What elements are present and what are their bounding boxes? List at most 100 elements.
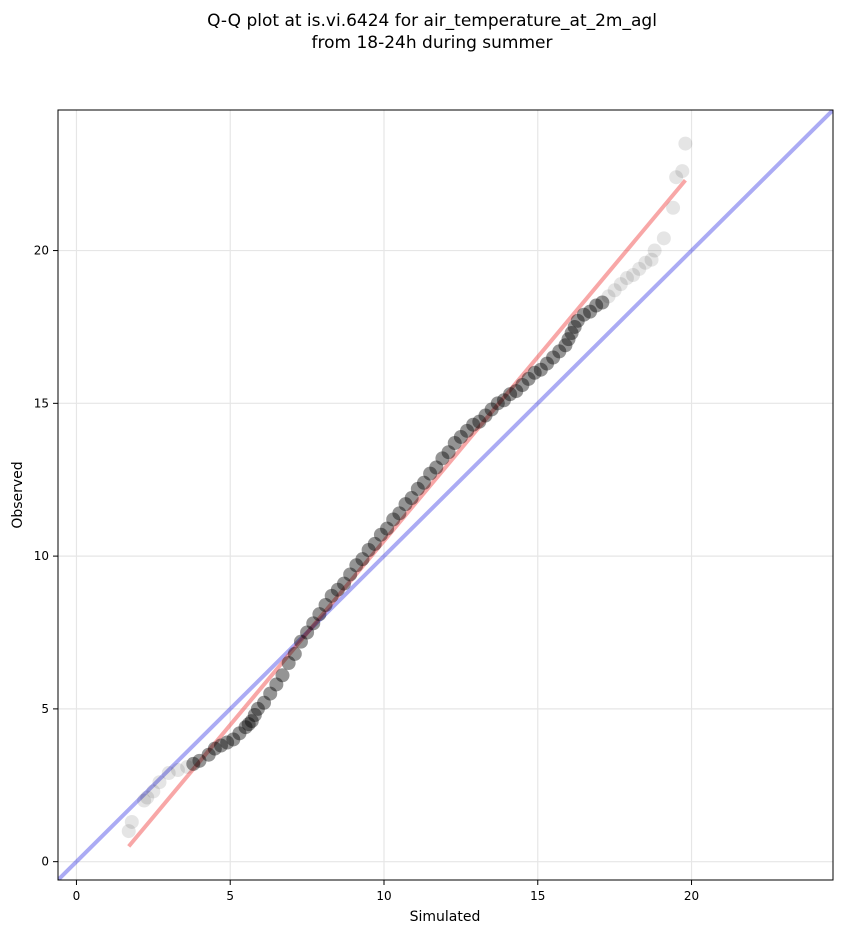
data-point-61 [496, 393, 511, 408]
data-point-93 [678, 136, 693, 151]
data-point-66 [527, 365, 542, 380]
data-point-81 [607, 283, 622, 298]
data-point-90 [666, 200, 681, 215]
data-point-26 [281, 656, 296, 671]
data-point-52 [441, 445, 456, 460]
data-point-76 [576, 307, 591, 322]
data-point-14 [220, 735, 235, 750]
x-tick-label-4: 20 [684, 889, 699, 903]
y-axis-label: Observed [10, 461, 26, 528]
data-point-1 [124, 814, 139, 829]
data-point-88 [647, 243, 662, 258]
data-point-92 [675, 164, 690, 179]
y-tick-label-3: 15 [34, 396, 49, 410]
y-tick-label-4: 20 [34, 244, 49, 258]
data-point-17 [238, 720, 253, 735]
data-point-21 [250, 701, 265, 716]
data-point-10 [192, 753, 207, 768]
data-point-23 [263, 686, 278, 701]
data-point-22 [257, 695, 272, 710]
data-point-77 [583, 304, 598, 319]
data-point-25 [275, 668, 290, 683]
data-point-40 [367, 536, 382, 551]
data-point-85 [632, 261, 647, 276]
chart-title-line-1: Q-Q plot at is.vi.6424 for air_temperatu… [207, 11, 657, 31]
data-point-65 [521, 371, 536, 386]
data-point-68 [539, 356, 554, 371]
data-point-47 [410, 481, 425, 496]
data-point-74 [567, 319, 582, 334]
chart-title-line-2: from 18-24h during summer [312, 33, 553, 53]
data-point-58 [478, 408, 493, 423]
data-point-82 [613, 277, 628, 292]
x-tick-label-2: 10 [376, 889, 391, 903]
data-point-9 [186, 756, 201, 771]
data-point-75 [570, 313, 585, 328]
data-point-33 [324, 588, 339, 603]
data-point-59 [484, 402, 499, 417]
data-point-69 [546, 350, 561, 365]
y-tick-label-1: 5 [41, 702, 49, 716]
y-axis-ticks: 0 5 10 15 20 [34, 244, 58, 869]
data-point-34 [330, 582, 345, 597]
data-point-6 [161, 766, 176, 781]
data-point-19 [244, 714, 259, 729]
data-point-80 [601, 289, 616, 304]
data-point-32 [318, 598, 333, 612]
data-point-37 [349, 558, 364, 573]
data-point-57 [472, 414, 487, 429]
data-point-48 [416, 475, 431, 490]
data-point-84 [626, 268, 641, 282]
data-point-62 [503, 387, 518, 402]
data-point-18 [241, 717, 256, 732]
data-point-86 [638, 255, 653, 270]
data-point-55 [460, 423, 475, 438]
data-point-79 [595, 295, 610, 310]
data-point-53 [447, 436, 462, 451]
data-point-2 [137, 793, 152, 808]
data-point-12 [207, 741, 222, 756]
identity-line [58, 110, 833, 880]
data-point-46 [404, 491, 419, 506]
x-tick-label-0: 0 [73, 889, 81, 903]
data-point-20 [247, 708, 262, 722]
data-point-64 [515, 378, 530, 392]
data-point-45 [398, 497, 413, 512]
data-point-89 [656, 231, 671, 246]
data-point-35 [337, 576, 352, 591]
data-point-36 [343, 567, 358, 582]
data-point-29 [300, 625, 315, 640]
plot-frame [57, 109, 834, 881]
data-point-3 [140, 790, 155, 805]
data-point-4 [146, 784, 161, 799]
data-point-42 [380, 521, 395, 536]
grid-lines [58, 110, 833, 880]
data-point-41 [373, 527, 388, 542]
data-point-60 [490, 396, 505, 411]
x-axis-label: Simulated [410, 909, 481, 925]
chart-title: Q-Q plot at is.vi.6424 for air_temperatu… [207, 11, 657, 53]
data-point-16 [232, 726, 247, 741]
data-point-70 [552, 344, 567, 359]
data-point-43 [386, 512, 401, 527]
x-tick-label-1: 5 [226, 889, 234, 903]
fit-line [127, 178, 687, 848]
data-point-50 [429, 460, 444, 475]
data-point-38 [355, 552, 370, 567]
y-tick-label-0: 0 [41, 855, 49, 869]
reference-lines [58, 110, 833, 880]
data-point-91 [669, 170, 684, 185]
data-point-7 [170, 763, 185, 777]
data-point-5 [152, 775, 167, 790]
data-point-87 [644, 252, 659, 267]
data-point-51 [435, 451, 450, 466]
data-point-56 [466, 417, 481, 432]
data-point-8 [180, 759, 195, 774]
data-points [121, 136, 693, 839]
data-point-0 [121, 824, 136, 839]
data-point-24 [269, 677, 284, 692]
data-point-15 [226, 732, 241, 747]
data-point-73 [564, 326, 579, 341]
data-point-39 [361, 543, 376, 557]
